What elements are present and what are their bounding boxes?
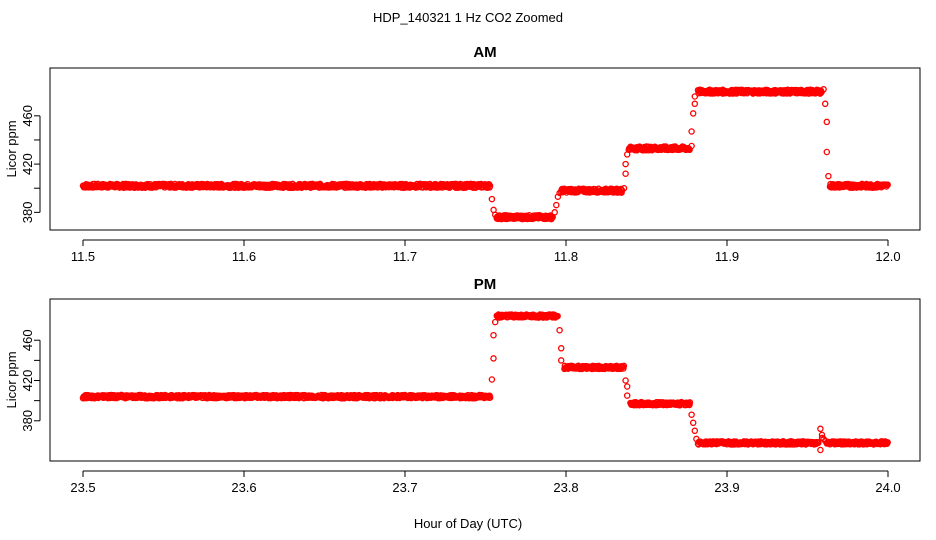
pm-data-point xyxy=(689,419,697,427)
am-data-point xyxy=(486,182,494,190)
pm-x-tick-label: 24.0 xyxy=(875,480,900,495)
am-data-point xyxy=(617,188,624,195)
am-x-tick-label: 11.5 xyxy=(71,249,95,264)
am-data-point xyxy=(620,184,628,192)
pm-panel: PM Licor ppm 23.5 23.6 23.7 23.8 23.9 24.0 38… xyxy=(4,276,921,495)
am-data-point xyxy=(622,160,629,168)
am-data-point xyxy=(691,100,699,108)
pm-panel-title: PM xyxy=(474,276,497,293)
pm-data-point xyxy=(817,446,824,454)
pm-plot-frame xyxy=(49,298,921,462)
pm-data-point xyxy=(620,362,628,370)
am-x-tick-label: 11.8 xyxy=(554,249,578,264)
am-data-point xyxy=(553,201,560,209)
am-data-point xyxy=(688,128,695,135)
am-data-point xyxy=(491,211,499,219)
pm-data-point xyxy=(490,331,497,339)
pm-data-point xyxy=(817,425,824,433)
am-data-point xyxy=(488,195,496,203)
am-data-point xyxy=(551,209,558,216)
am-data-point xyxy=(622,170,629,177)
am-plot-frame xyxy=(49,67,921,231)
pm-x-tick-label: 23.6 xyxy=(231,480,256,495)
pm-data-point xyxy=(491,318,499,326)
pm-data-point xyxy=(490,355,497,362)
pm-data-point xyxy=(556,326,563,334)
pm-y-tick-label: 380 xyxy=(20,410,35,432)
x-axis-label: Hour of Day (UTC) xyxy=(414,516,522,531)
pm-data-point xyxy=(686,401,693,409)
am-y-axis: 380 420 460 xyxy=(20,105,41,223)
pm-data-point xyxy=(884,439,891,446)
am-data-point xyxy=(556,189,563,197)
am-x-tick-label: 11.6 xyxy=(232,249,256,264)
am-x-axis: 11.5 11.6 11.7 11.8 11.9 12.0 xyxy=(71,239,901,264)
pm-data-point xyxy=(488,376,496,383)
am-y-tick-label: 380 xyxy=(20,201,35,223)
pm-data-point xyxy=(554,312,561,320)
am-data-point xyxy=(823,118,831,126)
pm-data-point xyxy=(557,345,565,352)
pm-y-axis-label: Licor ppm xyxy=(4,351,19,408)
am-panel: AM Licor ppm 11.5 11.6 11.7 11.8 11.9 12.0 38… xyxy=(4,44,921,264)
figure-title: HDP_140321 1 Hz CO2 Zoomed xyxy=(373,10,563,25)
pm-data-point xyxy=(691,427,699,435)
am-data-point xyxy=(821,100,829,108)
pm-data-point xyxy=(486,394,494,401)
pm-x-tick-label: 23.8 xyxy=(553,480,578,495)
pm-data-points xyxy=(79,311,891,454)
am-y-axis-label: Licor ppm xyxy=(4,120,19,177)
pm-data-point xyxy=(693,435,700,443)
pm-data-point xyxy=(622,377,629,384)
pm-data-point xyxy=(688,411,695,418)
am-data-point xyxy=(823,148,831,156)
pm-x-tick-label: 23.9 xyxy=(714,480,739,495)
am-data-point xyxy=(688,142,695,150)
pm-x-tick-label: 23.5 xyxy=(70,480,95,495)
pm-data-point xyxy=(686,399,694,406)
pm-data-point xyxy=(623,392,631,399)
am-x-tick-label: 11.9 xyxy=(715,249,739,264)
am-data-point xyxy=(825,172,832,180)
pm-data-point xyxy=(623,383,631,390)
am-x-tick-label: 12.0 xyxy=(875,249,900,264)
am-data-point xyxy=(689,110,697,117)
am-y-tick-label: 420 xyxy=(20,153,35,175)
am-data-point xyxy=(623,151,631,158)
am-data-point xyxy=(884,181,891,189)
pm-x-axis: 23.5 23.6 23.7 23.8 23.9 24.0 xyxy=(70,470,901,495)
pm-y-tick-label: 420 xyxy=(20,370,35,392)
pm-x-tick-label: 23.7 xyxy=(392,480,417,495)
am-y-tick-label: 460 xyxy=(20,105,35,127)
pm-data-point xyxy=(620,365,627,372)
am-data-point xyxy=(554,193,562,200)
pm-y-tick-label: 460 xyxy=(20,329,35,351)
pm-data-point xyxy=(815,439,822,447)
am-data-point xyxy=(691,93,699,100)
pm-y-axis: 380 420 460 xyxy=(20,329,41,432)
pm-data-point xyxy=(557,357,565,364)
am-x-tick-label: 11.7 xyxy=(393,249,417,264)
am-data-point xyxy=(820,86,827,93)
am-panel-title: AM xyxy=(473,44,496,61)
am-data-points xyxy=(79,86,891,223)
pm-data-point xyxy=(821,437,829,445)
